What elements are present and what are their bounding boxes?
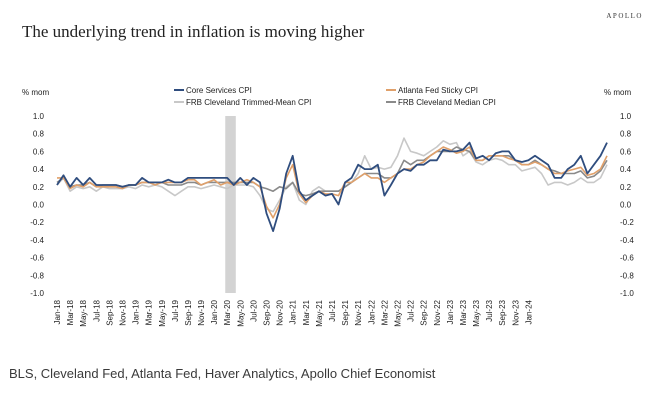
- x-tick-label: Jul-21: [328, 299, 337, 321]
- x-tick-label: Mar-18: [66, 299, 75, 325]
- y-tick-label-right: -0.2: [620, 218, 634, 227]
- chart-title: The underlying trend in inflation is mov…: [22, 22, 365, 41]
- y-tick-label-left: 1.0: [33, 112, 45, 121]
- legend-label: FRB Cleveland Trimmed-Mean CPI: [186, 98, 311, 107]
- y-tick-label-left: -0.8: [30, 271, 44, 280]
- x-tick-label: Jan-19: [132, 299, 141, 324]
- y-tick-label-right: 0.0: [620, 201, 632, 210]
- recession-shading: [225, 116, 236, 293]
- x-tick-label: May-21: [315, 299, 324, 326]
- x-tick-label: Sep-22: [420, 299, 429, 325]
- y-tick-label-left: -0.4: [30, 236, 44, 245]
- x-tick-label: Jan-18: [53, 299, 62, 324]
- x-tick-label: Mar-20: [223, 299, 232, 325]
- x-tick-label: Jul-20: [249, 299, 258, 321]
- y-tick-label-left: 0.8: [33, 130, 45, 139]
- x-tick-label: May-18: [79, 299, 88, 326]
- y-tick-label-left: -0.2: [30, 218, 44, 227]
- x-tick-label: Sep-23: [498, 299, 507, 325]
- y-tick-label-right: 1.0: [620, 112, 632, 121]
- x-tick-label: Nov-19: [197, 299, 206, 325]
- x-tick-label: Jan-24: [524, 299, 533, 324]
- source-note: BLS, Cleveland Fed, Atlanta Fed, Haver A…: [9, 366, 436, 381]
- x-tick-label: May-22: [393, 299, 402, 326]
- x-tick-label: Nov-18: [118, 299, 127, 325]
- x-tick-label: Jul-18: [92, 299, 101, 321]
- legend-label: Atlanta Fed Sticky CPI: [398, 86, 478, 95]
- y-tick-label-right: -0.4: [620, 236, 634, 245]
- x-tick-label: Jan-20: [210, 299, 219, 324]
- y-tick-label-right: 0.8: [620, 130, 632, 139]
- x-tick-label: Sep-21: [341, 299, 350, 325]
- x-tick-label: Nov-22: [433, 299, 442, 325]
- series-line-2: [56, 137, 608, 213]
- series-line-3: [56, 146, 608, 197]
- x-tick-label: Jul-22: [407, 299, 416, 321]
- brand-logo: APOLLO: [606, 12, 643, 20]
- y-tick-label-left: 0.2: [33, 183, 45, 192]
- y-tick-label-right: -0.8: [620, 271, 634, 280]
- x-tick-label: Mar-23: [459, 299, 468, 325]
- x-tick-label: Jan-21: [289, 299, 298, 324]
- y-tick-label-right: 0.2: [620, 183, 632, 192]
- legend-label: FRB Cleveland Median CPI: [398, 98, 496, 107]
- x-tick-label: Jul-23: [485, 299, 494, 321]
- y-tick-label-left: -0.6: [30, 254, 44, 263]
- y-tick-label-right: 0.6: [620, 147, 632, 156]
- legend-label: Core Services CPI: [186, 86, 252, 95]
- y-tick-label-left: -1.0: [30, 289, 44, 298]
- series-line-0: [56, 141, 608, 233]
- series-line-1: [57, 146, 608, 219]
- x-tick-label: Nov-21: [354, 299, 363, 325]
- x-tick-label: Nov-23: [511, 299, 520, 325]
- x-tick-label: Nov-20: [276, 299, 285, 325]
- x-tick-label: Sep-19: [184, 299, 193, 325]
- x-tick-label: Sep-20: [263, 299, 272, 325]
- y-tick-label-right: -0.6: [620, 254, 634, 263]
- x-tick-label: May-20: [236, 299, 245, 326]
- x-tick-label: Mar-21: [302, 299, 311, 325]
- x-tick-label: May-23: [472, 299, 481, 326]
- y-tick-label-right: 0.4: [620, 165, 632, 174]
- y-axis-label-right: % mom: [604, 88, 631, 97]
- y-tick-label-left: 0.0: [33, 201, 45, 210]
- y-tick-label-right: -1.0: [620, 289, 634, 298]
- y-tick-label-left: 0.6: [33, 147, 45, 156]
- x-tick-label: Sep-18: [105, 299, 114, 325]
- x-tick-label: May-19: [158, 299, 167, 326]
- y-axis-label-left: % mom: [22, 88, 49, 97]
- y-tick-label-left: 0.4: [33, 165, 45, 174]
- x-tick-label: Jan-22: [367, 299, 376, 324]
- x-tick-label: Mar-22: [380, 299, 389, 325]
- x-tick-label: Jan-23: [446, 299, 455, 324]
- x-tick-label: Mar-19: [145, 299, 154, 325]
- x-tick-label: Jul-19: [171, 299, 180, 321]
